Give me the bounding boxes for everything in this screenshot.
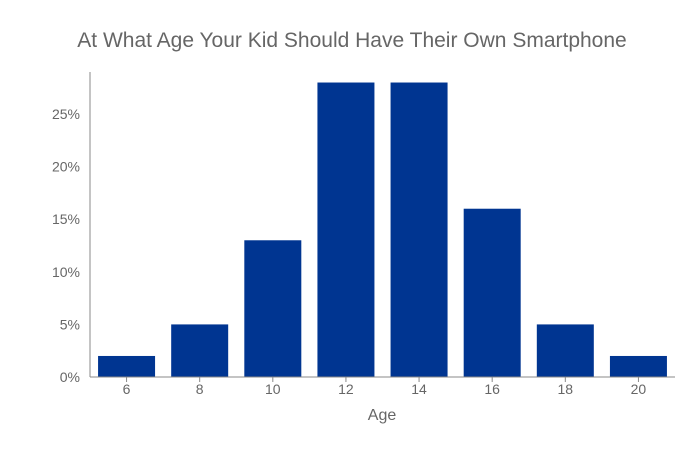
x-tick-label: 14 [411, 381, 427, 397]
bars [98, 82, 667, 377]
x-tick-label: 16 [484, 381, 500, 397]
y-tick-label: 25% [52, 106, 80, 122]
y-tick-label: 10% [52, 264, 80, 280]
x-tick-label: 6 [123, 381, 131, 397]
x-tick-label: 10 [265, 381, 281, 397]
bar-age-20 [609, 355, 667, 377]
bar-age-6 [98, 355, 156, 377]
bar-age-14 [390, 82, 448, 377]
x-tick-label: 20 [631, 381, 647, 397]
x-tick-label: 8 [196, 381, 204, 397]
x-axis-ticks: 6 8 10 12 14 16 18 20 [123, 377, 647, 397]
x-tick-label: 12 [338, 381, 354, 397]
bar-age-16 [463, 208, 521, 377]
bar-age-8 [171, 324, 229, 377]
x-axis-title: Age [368, 407, 397, 424]
x-tick-label: 18 [558, 381, 574, 397]
y-tick-label: 5% [60, 316, 80, 332]
bar-age-12 [317, 82, 375, 377]
y-tick-label: 20% [52, 159, 80, 175]
y-axis-ticks: 0% 5% 10% 15% 20% 25% [52, 106, 80, 385]
chart-title: At What Age Your Kid Should Have Their O… [77, 29, 626, 52]
bar-age-10 [244, 240, 302, 377]
y-tick-label: 0% [60, 369, 80, 385]
bar-age-18 [536, 324, 594, 377]
y-tick-label: 15% [52, 211, 80, 227]
